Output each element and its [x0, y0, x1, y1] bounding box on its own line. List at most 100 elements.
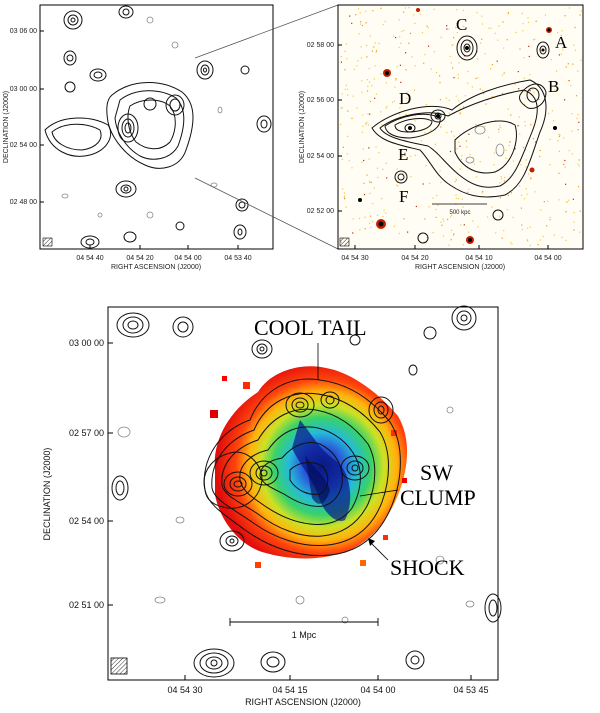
- optical-speck: [473, 163, 475, 165]
- optical-speck: [499, 124, 501, 127]
- optical-speck: [467, 82, 469, 84]
- optical-speck: [422, 183, 424, 185]
- optical-speck: [527, 227, 529, 229]
- optical-background: [340, 7, 582, 247]
- optical-speck: [528, 45, 530, 47]
- sw-label: SW: [420, 460, 453, 485]
- optical-speck: [570, 85, 572, 87]
- optical-speck: [524, 91, 526, 93]
- optical-speck: [565, 66, 567, 68]
- optical-speck: [477, 58, 479, 60]
- optical-speck: [372, 221, 374, 223]
- optical-speck: [484, 125, 486, 127]
- panel-b-xtick: 04 54 20: [401, 255, 428, 262]
- optical-speck: [564, 159, 566, 162]
- optical-speck: [561, 30, 563, 32]
- optical-speck: [457, 198, 460, 200]
- optical-speck: [562, 49, 564, 51]
- optical-speck: [427, 45, 430, 47]
- optical-speck: [459, 107, 461, 109]
- optical-speck: [456, 148, 458, 150]
- optical-speck: [372, 46, 375, 48]
- optical-speck: [400, 103, 402, 105]
- optical-speck: [369, 181, 371, 183]
- panel-a-beam: [42, 237, 53, 247]
- optical-speck: [398, 113, 400, 115]
- optical-speck: [372, 203, 374, 205]
- optical-speck: [374, 97, 376, 99]
- optical-speck: [507, 12, 509, 14]
- optical-speck: [579, 14, 581, 16]
- optical-speck: [498, 128, 500, 130]
- optical-speck: [463, 224, 465, 226]
- optical-speck: [503, 72, 505, 74]
- optical-speck: [452, 234, 455, 236]
- optical-speck: [508, 145, 510, 147]
- optical-speck: [560, 35, 562, 37]
- optical-speck: [367, 85, 369, 87]
- optical-speck: [369, 35, 371, 37]
- optical-speck: [358, 217, 361, 220]
- clump-label: CLUMP: [400, 485, 476, 510]
- optical-speck: [440, 126, 442, 128]
- optical-speck: [439, 170, 441, 172]
- optical-speck: [365, 123, 367, 125]
- optical-speck: [491, 95, 494, 98]
- cool-tail-label: COOL TAIL: [254, 315, 367, 340]
- optical-speck: [360, 46, 362, 48]
- optical-speck: [540, 209, 542, 211]
- optical-speck: [459, 145, 461, 147]
- optical-speck: [453, 37, 455, 39]
- optical-speck: [366, 121, 368, 123]
- optical-speck: [344, 198, 346, 200]
- optical-speck: [501, 178, 503, 180]
- optical-speck: [401, 154, 403, 156]
- optical-speck: [506, 209, 508, 211]
- source-label-a: A: [555, 33, 568, 52]
- panel-c-scale-label: 1 Mpc: [292, 630, 317, 640]
- panel-b-ytick: 02 54 00: [307, 153, 334, 160]
- panel-c-y-ticks: 03 00 00 02 57 00 02 54 00 02 51 00: [69, 338, 113, 610]
- optical-speck: [462, 106, 465, 108]
- optical-speck: [375, 51, 377, 53]
- optical-speck: [491, 63, 493, 66]
- panel-a-ytick: 02 48 00: [10, 199, 37, 206]
- optical-speck: [427, 27, 429, 29]
- optical-speck: [384, 20, 386, 22]
- optical-speck: [509, 141, 511, 143]
- panel-c-xtick: 04 54 15: [272, 685, 307, 695]
- optical-speck: [405, 69, 407, 71]
- optical-speck: [553, 120, 555, 122]
- optical-speck: [571, 130, 573, 132]
- optical-speck: [395, 79, 397, 81]
- optical-speck: [472, 220, 474, 222]
- optical-speck: [374, 65, 376, 67]
- optical-speck: [505, 149, 507, 151]
- optical-speck: [458, 141, 460, 143]
- optical-speck: [512, 216, 514, 218]
- optical-speck: [480, 42, 482, 44]
- optical-speck: [469, 153, 471, 156]
- optical-speck: [568, 80, 570, 82]
- optical-speck: [439, 82, 441, 84]
- optical-speck: [344, 50, 346, 52]
- optical-speck: [401, 155, 404, 157]
- optical-speck: [426, 25, 428, 27]
- optical-speck: [342, 146, 344, 148]
- optical-speck: [401, 30, 403, 32]
- optical-speck: [568, 7, 571, 9]
- optical-speck: [482, 190, 484, 193]
- optical-speck: [558, 54, 560, 56]
- source-label-c: C: [456, 15, 467, 34]
- optical-speck: [347, 135, 349, 137]
- optical-speck: [460, 224, 462, 226]
- optical-speck: [396, 184, 398, 186]
- optical-speck: [511, 243, 513, 245]
- optical-speck: [578, 165, 580, 167]
- optical-speck: [414, 89, 416, 91]
- optical-speck: [446, 28, 448, 30]
- optical-speck: [451, 214, 453, 216]
- optical-speck: [527, 240, 529, 242]
- optical-speck: [479, 161, 481, 163]
- optical-speck: [484, 53, 486, 55]
